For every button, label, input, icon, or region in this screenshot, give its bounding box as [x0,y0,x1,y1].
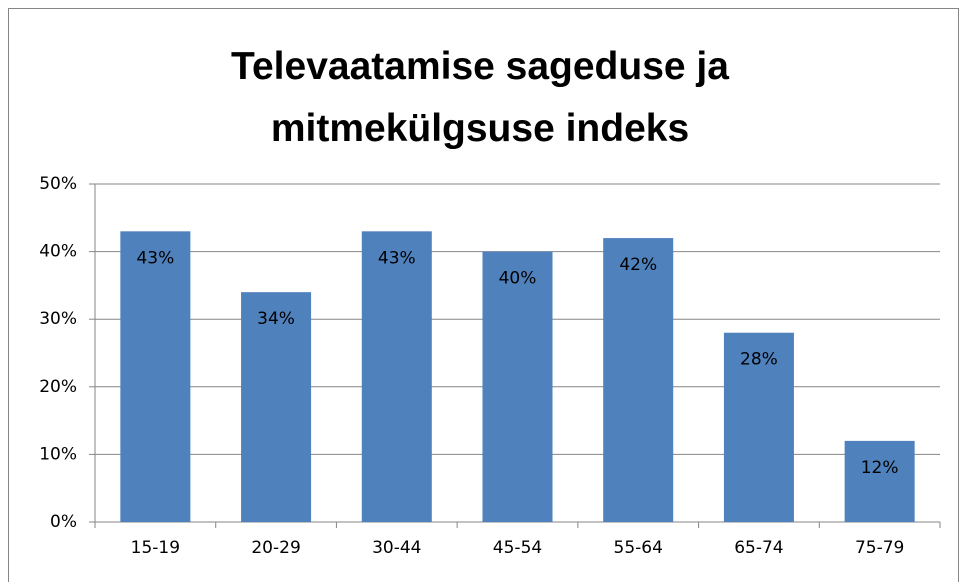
bar [120,231,191,522]
data-label: 43% [378,248,416,268]
chart-title: Televaatamise sageduse ja mitmekülgsuse … [231,45,729,150]
x-tick-label: 20-29 [251,538,300,558]
chart-border [8,8,959,582]
bar [723,332,794,522]
bar [844,440,915,522]
data-label: 28% [740,350,778,370]
y-tick-label: 40% [39,242,77,262]
x-tick-label: 45-54 [493,538,542,558]
data-label: 34% [257,309,295,329]
x-tick-label: 15-19 [131,538,180,558]
y-tick-label: 20% [39,377,77,397]
bar [603,238,674,522]
bar [482,251,553,522]
x-tick-label: 65-74 [734,538,783,558]
y-tick-label: 10% [39,444,77,464]
data-label: 42% [619,255,657,275]
bar [361,231,432,522]
y-tick-label: 30% [39,309,77,329]
x-tick-label: 75-79 [855,538,904,558]
x-tick-label: 30-44 [372,538,421,558]
x-tick-label: 55-64 [614,538,663,558]
data-label: 40% [499,269,537,289]
y-tick-label: 0% [50,512,77,532]
data-label: 43% [136,248,174,268]
data-label: 12% [861,458,899,478]
y-tick-label: 50% [39,174,77,194]
bar [241,292,312,522]
